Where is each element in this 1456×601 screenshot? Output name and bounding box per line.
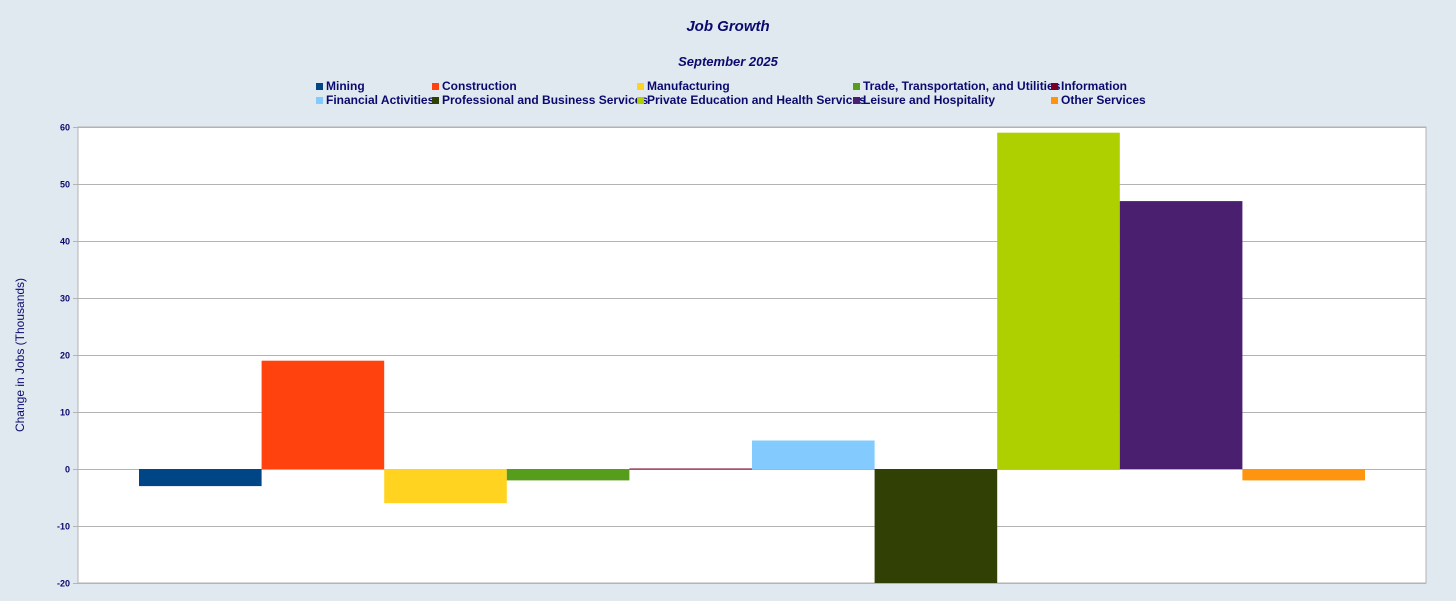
legend-item: Manufacturing — [637, 79, 730, 93]
bar-5 — [752, 440, 875, 469]
y-tick-label: -20 — [57, 579, 70, 589]
legend-label: Private Education and Health Services — [647, 93, 866, 107]
legend-swatch — [637, 82, 644, 90]
y-tick-label: -10 — [57, 522, 70, 532]
legend-swatch — [637, 96, 644, 104]
legend-swatch — [1051, 96, 1058, 104]
bar-4 — [629, 468, 752, 470]
legend-swatch — [853, 82, 860, 90]
legend-swatch — [316, 82, 323, 90]
bar-0 — [139, 469, 262, 487]
y-tick-label: 40 — [60, 237, 70, 247]
bar-6 — [874, 469, 998, 583]
legend-item: Construction — [432, 79, 517, 93]
legend-label: Information — [1061, 79, 1127, 93]
y-tick-label: 60 — [60, 123, 70, 133]
y-tick-label: 20 — [60, 351, 70, 361]
legend-item: Trade, Transportation, and Utilities — [853, 79, 1060, 93]
bar-7 — [997, 132, 1120, 469]
chart-subtitle: September 2025 — [678, 54, 778, 69]
legend-item: Leisure and Hospitality — [853, 93, 995, 107]
legend-label: Professional and Business Services — [442, 93, 649, 107]
y-tick-label: 30 — [60, 294, 70, 304]
legend-label: Trade, Transportation, and Utilities — [863, 79, 1061, 93]
legend-swatch — [432, 82, 439, 90]
legend-label: Manufacturing — [647, 79, 730, 93]
legend-item: Financial Activities — [316, 93, 434, 107]
legend-swatch — [1051, 82, 1058, 90]
bar-3 — [506, 469, 630, 481]
chart-title: Job Growth — [686, 18, 770, 35]
legend-item: Other Services — [1051, 93, 1146, 107]
legend-item: Mining — [316, 79, 365, 93]
legend: Mining Construction Manufacturing Trade, Tr… — [0, 79, 1456, 109]
bar-2 — [384, 469, 507, 504]
legend-swatch — [316, 96, 323, 104]
y-tick-label: 10 — [60, 408, 70, 418]
legend-label: Financial Activities — [326, 93, 435, 107]
bar-9 — [1242, 469, 1365, 481]
y-tick-label: 0 — [65, 465, 70, 475]
bar-1 — [261, 360, 385, 469]
legend-item: Information — [1051, 79, 1127, 93]
legend-label: Leisure and Hospitality — [863, 93, 996, 107]
legend-item: Private Education and Health Services — [637, 93, 866, 107]
legend-swatch — [432, 96, 439, 104]
legend-label: Construction — [442, 79, 517, 93]
bar-8 — [1119, 201, 1243, 469]
legend-label: Mining — [326, 79, 365, 93]
y-tick-label: 50 — [60, 180, 70, 190]
legend-label: Other Services — [1061, 93, 1146, 107]
legend-item: Professional and Business Services — [432, 93, 648, 107]
legend-swatch — [853, 96, 860, 104]
